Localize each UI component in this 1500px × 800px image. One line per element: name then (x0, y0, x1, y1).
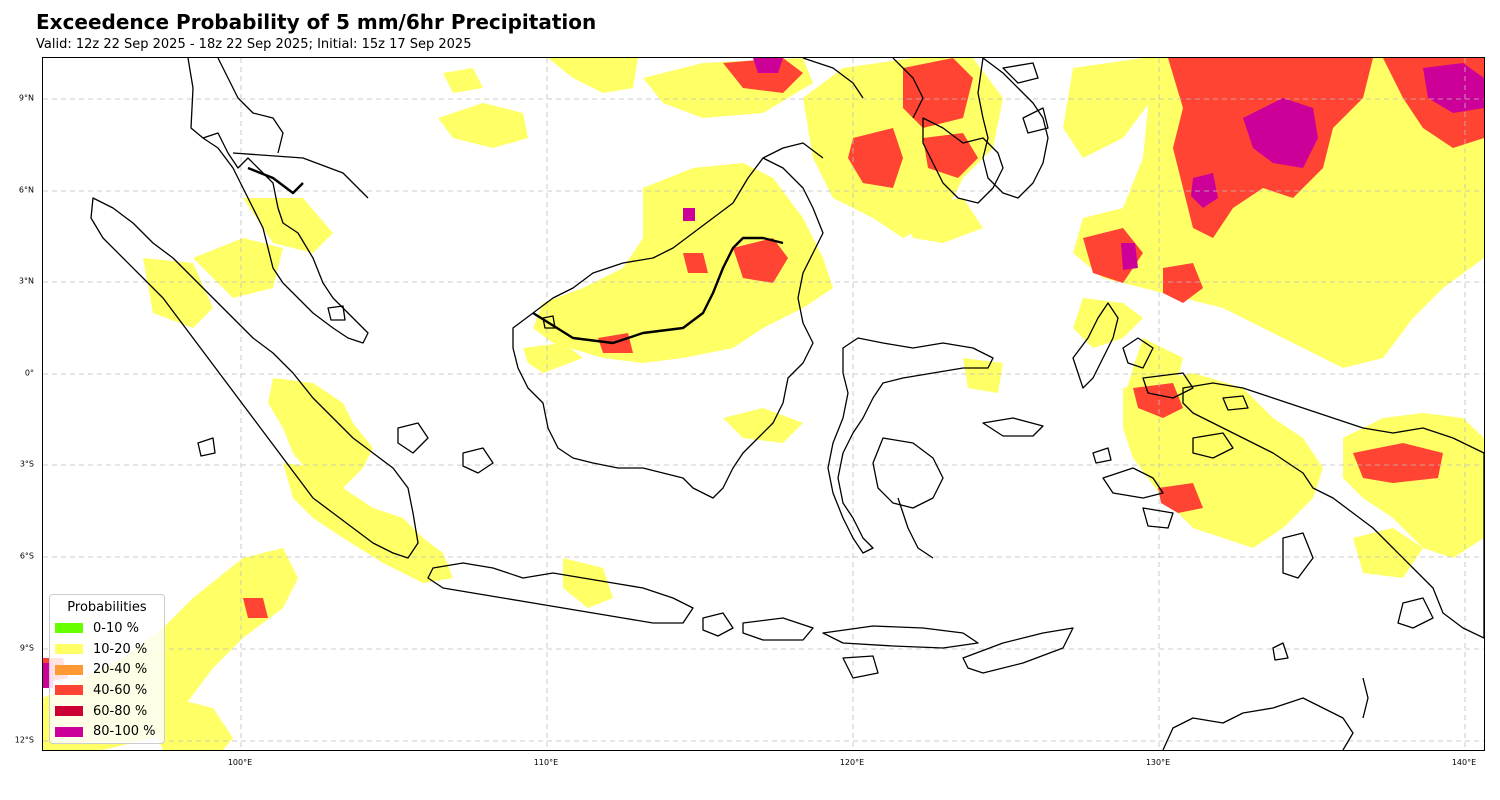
legend-label: 20-40 % (93, 662, 148, 678)
legend-item: 40-60 % (50, 680, 164, 701)
legend-item: 20-40 % (50, 659, 164, 680)
coastlines (90, 58, 1484, 750)
lat-label: 9°S (19, 643, 34, 653)
map-svg (43, 58, 1484, 750)
map-area[interactable] (42, 57, 1485, 751)
lat-label: 12°S (14, 735, 34, 745)
lat-label: 3°S (19, 459, 34, 469)
lat-label: 6°S (19, 551, 34, 561)
legend-swatch (55, 685, 83, 696)
legend: Probabilities 0-10 % 10-20 % 20-40 % 40-… (49, 594, 165, 744)
lon-label: 120°E (839, 758, 865, 767)
legend-label: 40-60 % (93, 682, 148, 698)
legend-item: 60-80 % (50, 701, 164, 722)
legend-swatch (55, 644, 83, 655)
lon-label: 140°E (1451, 758, 1477, 767)
chart-title: Exceedence Probability of 5 mm/6hr Preci… (36, 10, 597, 34)
lon-label: 100°E (227, 758, 253, 767)
lat-label: 6°N (18, 185, 34, 195)
legend-item: 10-20 % (50, 639, 164, 660)
legend-label: 60-80 % (93, 703, 148, 719)
lat-label: 9°N (18, 93, 34, 103)
lon-label: 110°E (533, 758, 559, 767)
legend-swatch (55, 726, 83, 737)
legend-swatch (55, 623, 83, 634)
lat-label: 0° (24, 368, 34, 378)
legend-swatch (55, 706, 83, 717)
legend-item: 80-100 % (50, 721, 164, 742)
legend-label: 0-10 % (93, 620, 139, 636)
legend-item: 0-10 % (50, 618, 164, 639)
legend-swatch (55, 664, 83, 675)
legend-label: 10-20 % (93, 641, 148, 657)
gridlines (43, 58, 1484, 750)
precip-shading (43, 58, 1484, 750)
chart-subtitle: Valid: 12z 22 Sep 2025 - 18z 22 Sep 2025… (36, 37, 472, 52)
lon-label: 130°E (1145, 758, 1171, 767)
lat-label: 3°N (18, 276, 34, 286)
legend-label: 80-100 % (93, 724, 156, 740)
legend-title: Probabilities (67, 600, 147, 615)
